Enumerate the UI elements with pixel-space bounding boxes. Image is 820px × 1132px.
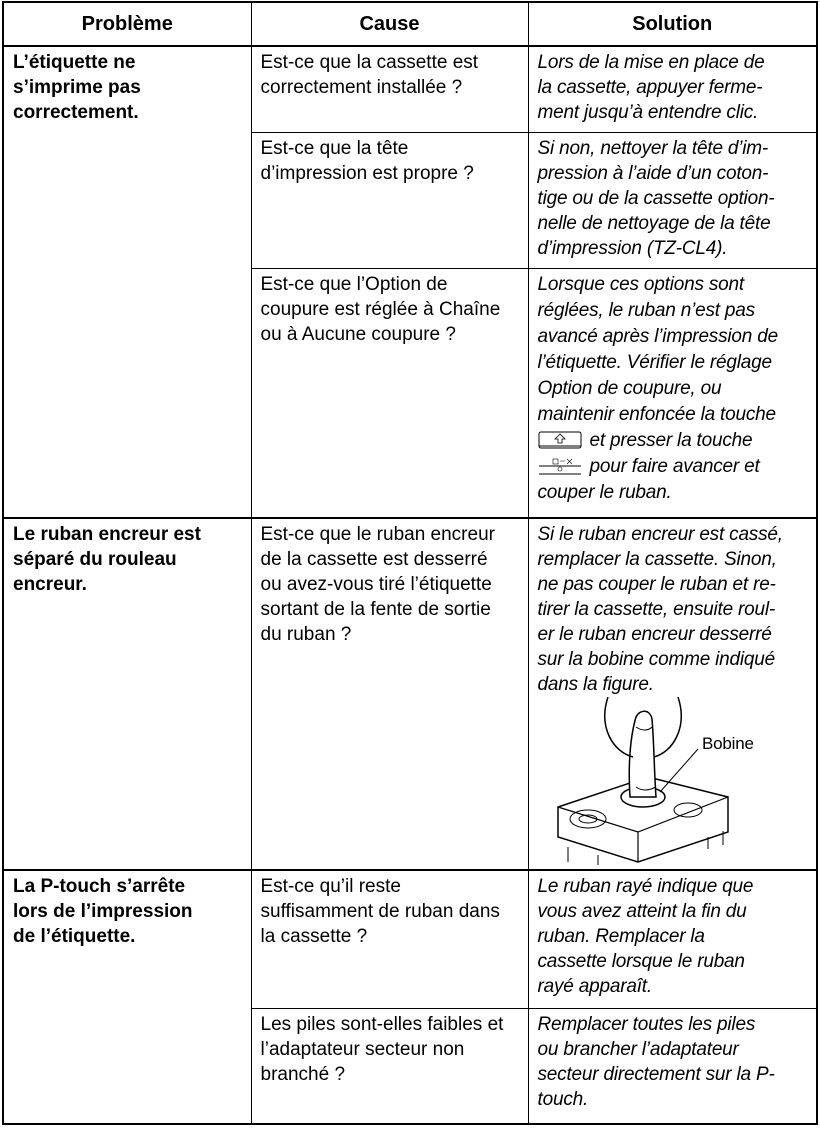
line: d’impression est propre ? — [260, 162, 474, 184]
line: Est-ce qu’il reste — [260, 876, 401, 897]
line: pour faire avancer et — [589, 455, 760, 477]
row: Le ruban encreur est séparé du rouleau e… — [2, 517, 818, 871]
line: pression à l’aide d’un coton- — [537, 162, 769, 184]
line: rayé apparaît. — [537, 976, 653, 997]
solution-cell: Le ruban rayé indique que vous avez atte… — [527, 869, 818, 1009]
line: sortant de la fente de sortie — [260, 599, 491, 620]
solution-cell: Si non, nettoyer la tête d’im- pression … — [527, 131, 818, 269]
row: Est-ce que la tête d’impression est prop… — [3, 131, 818, 269]
line: réglées, le ruban n’est pas — [537, 299, 756, 321]
cause-cell: Est-ce que la tête d’impression est prop… — [250, 131, 529, 269]
feed-cut-key-icon — [538, 459, 581, 475]
line: ou avez-vous tiré l’étiquette — [260, 574, 492, 595]
header-cell: Solution — [527, 1, 818, 47]
line: Remplacer toutes les piles — [537, 1013, 756, 1035]
row: Les piles sont-elles faibles et l’adapta… — [3, 1007, 818, 1125]
row: L’étiquette ne s’imprime pas correctemen… — [2, 45, 818, 519]
line: l’étiquette. Vérifier le réglage — [537, 351, 773, 373]
row: La P-touch s’arrête lors de l’impression… — [2, 869, 818, 1125]
header-row: Problème Cause Solution — [2, 1, 818, 47]
row: Est-ce que l’Option de coupure est réglé… — [3, 267, 818, 519]
figure-label: Bobine — [702, 734, 754, 753]
line: vous avez atteint la fin du — [537, 901, 747, 922]
line: Le ruban encreur est — [13, 524, 201, 545]
line: suffisamment de ruban dans — [260, 901, 500, 922]
header-cell: Problème — [2, 1, 252, 47]
line: encreur. — [13, 574, 87, 595]
solution-cell: Lorsque ces options sont réglées, le rub… — [527, 267, 818, 519]
line: Lorsque ces options sont — [537, 273, 745, 295]
line: et presser la touche — [589, 429, 753, 451]
line: ne pas couper le ruban et re- — [537, 574, 776, 595]
solution-cell: Remplacer toutes les piles ou brancher l… — [527, 1007, 818, 1125]
line: dans la figure. — [537, 674, 655, 695]
line: du ruban ? — [260, 624, 352, 645]
line: maintenir enfoncée la touche — [537, 403, 777, 425]
line: nelle de nettoyage de la tête — [537, 212, 771, 234]
cause-cell: Est-ce que l’Option de coupure est réglé… — [250, 267, 529, 519]
bobbin-figure: Bobine — [556, 697, 754, 865]
line: la cassette, appuyer ferme- — [537, 77, 763, 98]
line: correctement. — [13, 102, 139, 123]
line: Les piles sont-elles faibles et — [260, 1013, 504, 1035]
line: cassette lorsque le ruban — [537, 951, 745, 972]
line: séparé du rouleau — [13, 549, 177, 570]
shift-key-icon — [538, 431, 581, 449]
line: Est-ce que le ruban encreur — [260, 524, 495, 545]
line: sur la bobine comme indiqué — [537, 649, 776, 670]
line: couper le ruban. — [537, 481, 672, 503]
line-with-key: et presser la touche — [538, 428, 809, 454]
line: Lors de la mise en place de — [537, 52, 765, 73]
problem-cell: La P-touch s’arrête lors de l’impression… — [2, 869, 252, 1125]
line: s’imprime pas — [13, 77, 141, 98]
line: touch. — [537, 1088, 589, 1110]
line: ment jusqu’à entendre clic. — [537, 102, 759, 123]
line: Si le ruban encreur est cassé, — [537, 524, 784, 545]
line: la cassette ? — [260, 926, 368, 947]
line: L’étiquette ne — [13, 52, 136, 73]
line: Si non, nettoyer la tête d’im- — [537, 137, 769, 159]
line: er le ruban encreur desserré — [537, 624, 772, 645]
line: Est-ce que la cassette est — [260, 52, 479, 73]
line: Est-ce que la tête — [260, 137, 409, 159]
line: branché ? — [260, 1063, 346, 1085]
cause-cell: Est-ce que le ruban encreur de la casset… — [250, 517, 529, 871]
line: l’adaptateur secteur non — [260, 1038, 465, 1060]
line: remplacer la cassette. Sinon, — [537, 549, 777, 570]
line: d’impression (TZ-CL4). — [537, 237, 728, 259]
cause-cell: Les piles sont-elles faibles et l’adapta… — [250, 1007, 529, 1125]
line: coupure est réglée à Chaîne — [260, 298, 501, 320]
problem-cell: L’étiquette ne s’imprime pas correctemen… — [2, 45, 252, 519]
line: de la cassette est desserré — [260, 549, 488, 570]
line: lors de l’impression — [13, 901, 193, 922]
cause-cell: Est-ce que la cassette est correctement … — [250, 45, 529, 133]
line-with-key: pour faire avancer et — [538, 454, 809, 480]
line: tirer la cassette, ensuite roul- — [537, 599, 776, 620]
line: tige ou de la cassette option- — [537, 187, 775, 209]
problem-cell: Le ruban encreur est séparé du rouleau e… — [2, 517, 252, 871]
line: ruban. Remplacer la — [537, 926, 705, 947]
line: de l’étiquette. — [13, 926, 136, 947]
cause-cell: Est-ce qu’il reste suffisamment de ruban… — [250, 869, 529, 1009]
line: correctement installée ? — [260, 77, 463, 98]
solution-cell: Si le ruban encreur est cassé, remplacer… — [527, 517, 818, 871]
line: La P-touch s’arrête — [13, 876, 186, 897]
line: Est-ce que l’Option de — [260, 273, 448, 295]
solution-cell: Lors de la mise en place de la cassette,… — [527, 45, 818, 133]
line: secteur directement sur la P- — [537, 1063, 775, 1085]
line: Option de coupure, ou — [537, 377, 722, 399]
line: ou à Aucune coupure ? — [260, 323, 456, 345]
line: avancé après l’impression de — [537, 325, 779, 347]
line: Le ruban rayé indique que — [537, 876, 754, 897]
header-cell: Cause — [250, 1, 529, 47]
line: ou brancher l’adaptateur — [537, 1038, 739, 1060]
